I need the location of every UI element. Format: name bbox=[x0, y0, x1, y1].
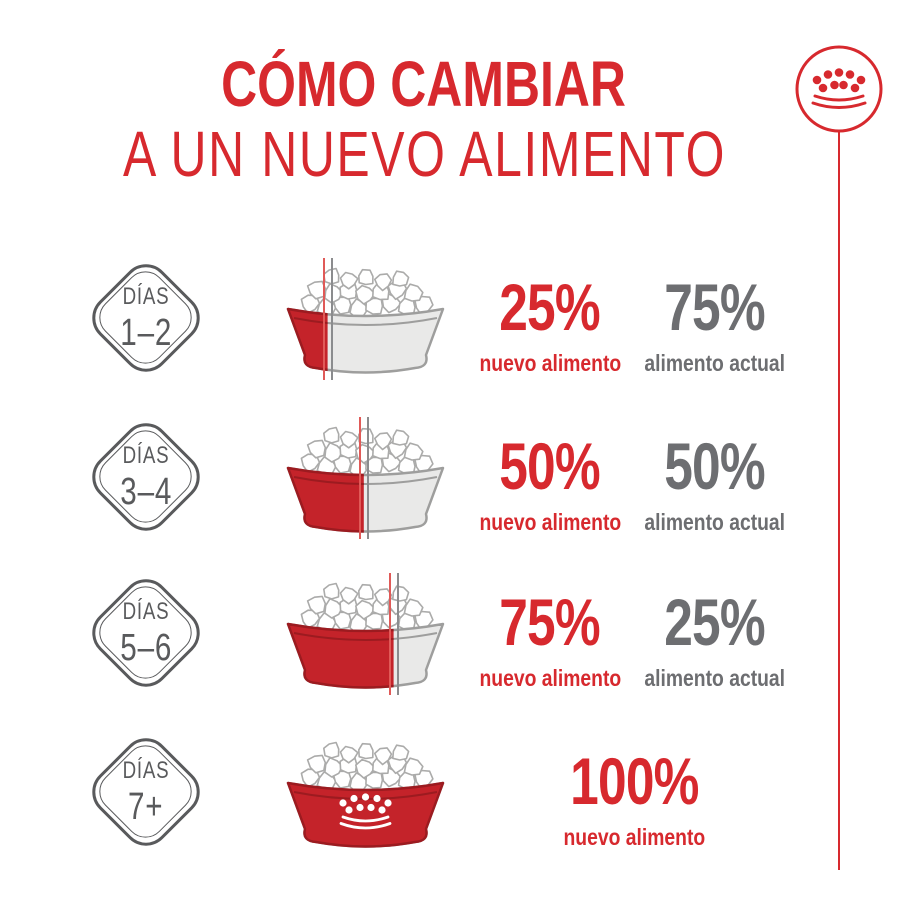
new-food-percentage: 50% nuevo alimento bbox=[450, 433, 650, 534]
new-food-percent-value: 50% bbox=[499, 429, 601, 503]
days-badge: DÍAS 5–6 bbox=[82, 569, 210, 697]
days-label: DÍAS bbox=[122, 756, 170, 784]
days-badge: DÍAS 1–2 bbox=[82, 254, 210, 382]
current-food-percentage: 75% alimento actual bbox=[615, 274, 815, 375]
new-food-percent-value: 25% bbox=[499, 270, 601, 344]
days-label: DÍAS bbox=[122, 441, 170, 469]
transition-row-days-1-2: DÍAS 1–2 25% nuevo alimento 75% alimento… bbox=[0, 238, 900, 398]
new-food-percentage: 25% nuevo alimento bbox=[450, 274, 650, 375]
transition-row-days-3-4: DÍAS 3–4 50% nuevo alimento 50% alimento… bbox=[0, 397, 900, 557]
current-food-label: alimento actual bbox=[644, 509, 786, 535]
page-title: CÓMO CAMBIAR bbox=[0, 52, 848, 116]
current-food-label: alimento actual bbox=[644, 350, 786, 376]
new-food-percent-value: 100% bbox=[569, 744, 699, 818]
new-food-label: nuevo alimento bbox=[563, 824, 705, 850]
divider-line-gray bbox=[366, 417, 370, 539]
new-food-percent-value: 75% bbox=[499, 585, 601, 659]
days-value: 7+ bbox=[128, 785, 164, 828]
days-label: DÍAS bbox=[122, 282, 170, 310]
days-badge-text: DÍAS 1–2 bbox=[84, 256, 208, 380]
page-title-text: CÓMO CAMBIAR bbox=[221, 48, 627, 120]
divider-line-gray bbox=[330, 258, 333, 380]
current-food-percent-value: 25% bbox=[664, 585, 766, 659]
food-bowl-illustration bbox=[286, 426, 445, 533]
food-bowl-illustration bbox=[286, 582, 445, 689]
days-value: 1–2 bbox=[120, 311, 172, 354]
divider-line-red bbox=[358, 417, 362, 539]
transition-row-days-5-6: DÍAS 5–6 75% nuevo alimento 25% alimento… bbox=[0, 553, 900, 713]
days-value: 5–6 bbox=[120, 626, 172, 669]
current-food-percent-value: 75% bbox=[664, 270, 766, 344]
logo-stem-line bbox=[837, 130, 841, 870]
page-subtitle: A UN NUEVO ALIMENTO bbox=[0, 122, 848, 186]
new-food-label: nuevo alimento bbox=[479, 350, 621, 376]
new-food-label: nuevo alimento bbox=[479, 509, 621, 535]
days-badge-text: DÍAS 5–6 bbox=[84, 571, 208, 695]
days-badge: DÍAS 3–4 bbox=[82, 413, 210, 541]
days-badge-text: DÍAS 7+ bbox=[84, 730, 208, 854]
transition-row-days-7-plus: DÍAS 7+ 100% nuevo alimento bbox=[0, 712, 900, 872]
new-food-percentage: 100% nuevo alimento bbox=[534, 748, 734, 849]
days-badge: DÍAS 7+ bbox=[82, 728, 210, 856]
divider-line-red bbox=[388, 573, 392, 695]
food-bowl-illustration bbox=[286, 741, 445, 848]
current-food-label: alimento actual bbox=[644, 665, 786, 691]
days-label: DÍAS bbox=[122, 597, 170, 625]
new-food-label: nuevo alimento bbox=[479, 665, 621, 691]
page-subtitle-text: A UN NUEVO ALIMENTO bbox=[122, 118, 726, 190]
food-bowl-illustration bbox=[286, 267, 445, 374]
new-food-percentage: 75% nuevo alimento bbox=[450, 589, 650, 690]
current-food-percent-value: 50% bbox=[664, 429, 766, 503]
days-badge-text: DÍAS 3–4 bbox=[84, 415, 208, 539]
divider-line-gray bbox=[396, 573, 399, 695]
current-food-percentage: 25% alimento actual bbox=[615, 589, 815, 690]
current-food-percentage: 50% alimento actual bbox=[615, 433, 815, 534]
divider-line-red bbox=[322, 258, 326, 380]
days-value: 3–4 bbox=[120, 470, 172, 513]
